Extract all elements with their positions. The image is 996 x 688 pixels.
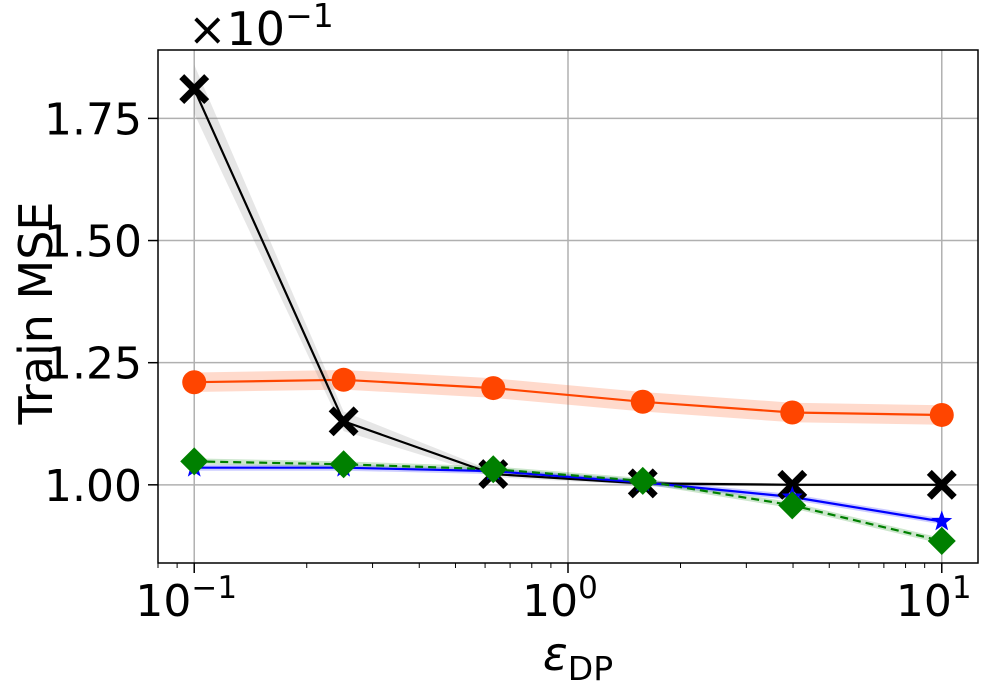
confidence-band <box>194 458 942 544</box>
data-point <box>479 455 508 484</box>
data-point <box>182 370 207 395</box>
data-point <box>931 510 953 531</box>
y-multiplier: ×10−1 <box>188 0 334 56</box>
data-point <box>778 491 807 520</box>
data-point <box>328 406 359 437</box>
data-point <box>180 447 209 476</box>
data-point <box>777 469 808 500</box>
x-tick-base: 10 <box>522 576 578 627</box>
series-lines <box>193 88 943 543</box>
x-tick-label: 100 <box>522 570 598 627</box>
series-line <box>194 378 942 417</box>
y-tick-label: 1.50 <box>44 217 142 268</box>
x-tick-label: 101 <box>896 570 972 627</box>
x-tick-label: 10−1 <box>135 570 237 627</box>
x-tick-base: 10 <box>135 576 191 627</box>
data-point <box>780 400 805 425</box>
series-line <box>194 466 942 523</box>
x-axis-label: εDP <box>543 627 613 688</box>
y-multiplier-base: ×10 <box>188 2 285 56</box>
data-point <box>929 402 954 427</box>
x-axis-label-main: ε <box>543 627 568 681</box>
x-tick-exp: −1 <box>191 570 237 606</box>
data-point <box>179 74 210 105</box>
y-tick-label: 1.00 <box>44 461 142 512</box>
data-point <box>628 466 657 495</box>
grid <box>158 50 978 563</box>
series-line <box>194 460 943 543</box>
y-tick-label: 1.25 <box>44 339 142 390</box>
data-point <box>926 469 957 500</box>
x-tick-base: 10 <box>896 576 952 627</box>
confidence-band <box>194 370 942 425</box>
y-multiplier-exp: −1 <box>285 0 334 35</box>
y-tick-label: 1.75 <box>44 94 142 145</box>
x-tick-exp: 0 <box>578 570 598 606</box>
data-point <box>329 450 358 479</box>
data-point <box>630 389 655 414</box>
y-axis-label: Train MSE <box>9 202 63 426</box>
series-markers <box>179 74 957 556</box>
data-point <box>481 376 506 401</box>
x-axis-label-sub: DP <box>568 649 613 688</box>
series-line <box>193 88 942 486</box>
data-point <box>927 527 956 556</box>
data-point <box>331 367 356 392</box>
x-tick-exp: 1 <box>952 570 972 606</box>
